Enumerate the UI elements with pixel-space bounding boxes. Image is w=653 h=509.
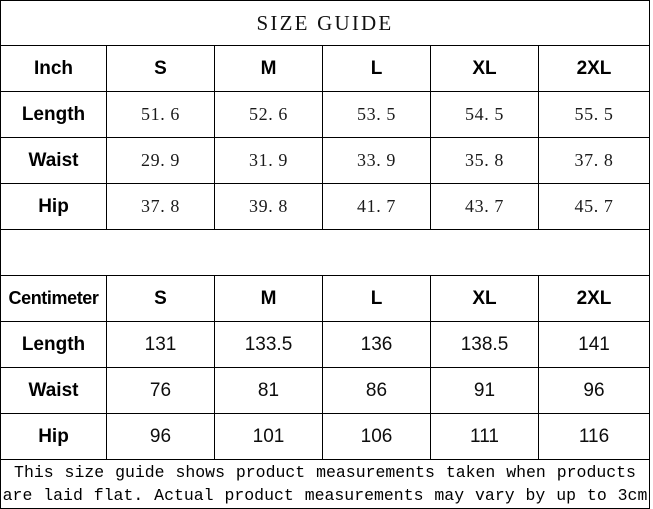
cm-hip-m: 101 bbox=[214, 413, 323, 460]
footer-note-row: This size guide shows product measuremen… bbox=[0, 459, 650, 509]
footer-note-cell: This size guide shows product measuremen… bbox=[0, 459, 650, 509]
inch-length-xl: 54. 5 bbox=[430, 91, 539, 138]
footer-note-text: This size guide shows product measuremen… bbox=[2, 463, 648, 505]
cm-row-label-waist: Waist bbox=[0, 367, 107, 414]
inch-hip-xl: 43. 7 bbox=[430, 183, 539, 230]
inch-hip-l: 41. 7 bbox=[322, 183, 431, 230]
table-row: Length 51. 6 52. 6 53. 5 54. 5 55. 5 bbox=[0, 91, 650, 138]
cm-header-row: Centimeter S M L XL 2XL bbox=[0, 275, 650, 322]
cm-hip-l: 106 bbox=[322, 413, 431, 460]
cm-length-s: 131 bbox=[106, 321, 215, 368]
inch-length-2xl: 55. 5 bbox=[538, 91, 650, 138]
cm-waist-s: 76 bbox=[106, 367, 215, 414]
inch-waist-2xl: 37. 8 bbox=[538, 137, 650, 184]
inch-length-m: 52. 6 bbox=[214, 91, 323, 138]
cm-size-header-l: L bbox=[322, 275, 431, 322]
inch-row-label-hip: Hip bbox=[0, 183, 107, 230]
page-title: SIZE GUIDE bbox=[0, 0, 650, 46]
table-spacer-row bbox=[0, 229, 650, 276]
cm-size-header-xl: XL bbox=[430, 275, 539, 322]
cm-size-header-s: S bbox=[106, 275, 215, 322]
inch-size-header-m: M bbox=[214, 45, 323, 92]
title-row: SIZE GUIDE bbox=[0, 0, 650, 46]
inch-waist-l: 33. 9 bbox=[322, 137, 431, 184]
cm-waist-l: 86 bbox=[322, 367, 431, 414]
cm-length-m: 133.5 bbox=[214, 321, 323, 368]
inch-size-header-xl: XL bbox=[430, 45, 539, 92]
cm-hip-s: 96 bbox=[106, 413, 215, 460]
inch-waist-s: 29. 9 bbox=[106, 137, 215, 184]
cm-length-xl: 138.5 bbox=[430, 321, 539, 368]
inch-size-header-2xl: 2XL bbox=[538, 45, 650, 92]
table-row: Hip 37. 8 39. 8 41. 7 43. 7 45. 7 bbox=[0, 183, 650, 230]
inch-hip-2xl: 45. 7 bbox=[538, 183, 650, 230]
cm-hip-2xl: 116 bbox=[538, 413, 650, 460]
inch-size-header-s: S bbox=[106, 45, 215, 92]
cm-size-header-2xl: 2XL bbox=[538, 275, 650, 322]
table-row: Waist 29. 9 31. 9 33. 9 35. 8 37. 8 bbox=[0, 137, 650, 184]
inch-waist-xl: 35. 8 bbox=[430, 137, 539, 184]
table-row: Hip 96 101 106 111 116 bbox=[0, 413, 650, 460]
inch-row-label-length: Length bbox=[0, 91, 107, 138]
inch-size-header-l: L bbox=[322, 45, 431, 92]
cm-length-l: 136 bbox=[322, 321, 431, 368]
inch-hip-m: 39. 8 bbox=[214, 183, 323, 230]
cm-size-header-m: M bbox=[214, 275, 323, 322]
table-row: Waist 76 81 86 91 96 bbox=[0, 367, 650, 414]
cm-hip-xl: 111 bbox=[430, 413, 539, 460]
cm-row-label-length: Length bbox=[0, 321, 107, 368]
cm-waist-m: 81 bbox=[214, 367, 323, 414]
inch-hip-s: 37. 8 bbox=[106, 183, 215, 230]
cm-row-label-hip: Hip bbox=[0, 413, 107, 460]
inch-length-s: 51. 6 bbox=[106, 91, 215, 138]
cm-waist-2xl: 96 bbox=[538, 367, 650, 414]
inch-waist-m: 31. 9 bbox=[214, 137, 323, 184]
inch-row-label-waist: Waist bbox=[0, 137, 107, 184]
inch-unit-label: Inch bbox=[0, 45, 107, 92]
table-row: Length 131 133.5 136 138.5 141 bbox=[0, 321, 650, 368]
cm-waist-xl: 91 bbox=[430, 367, 539, 414]
inch-header-row: Inch S M L XL 2XL bbox=[0, 45, 650, 92]
inch-length-l: 53. 5 bbox=[322, 91, 431, 138]
table-spacer bbox=[0, 229, 650, 276]
cm-length-2xl: 141 bbox=[538, 321, 650, 368]
cm-unit-label: Centimeter bbox=[0, 275, 107, 322]
